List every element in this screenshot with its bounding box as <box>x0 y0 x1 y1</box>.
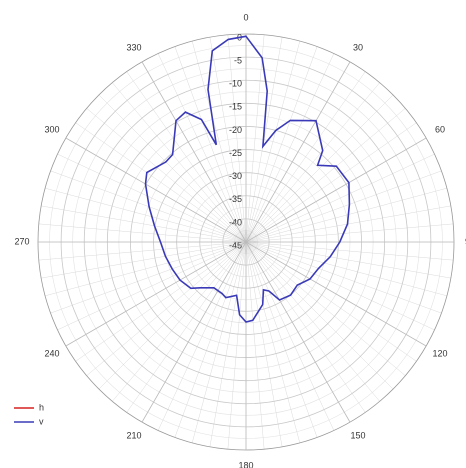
minor-grid-line <box>174 46 247 243</box>
minor-grid-line <box>245 241 442 314</box>
theta-tick-label: 180 <box>238 460 253 468</box>
r-tick-label: -45 <box>229 240 242 250</box>
theta-tick-label: 120 <box>432 348 447 358</box>
r-tick-label: -20 <box>229 125 242 135</box>
theta-tick-label: 240 <box>44 348 59 358</box>
minor-grid-line <box>57 241 247 331</box>
minor-grid-line <box>38 241 247 261</box>
grid-line <box>65 137 247 243</box>
minor-grid-line <box>126 71 247 243</box>
minor-grid-line <box>245 122 417 243</box>
grid-line <box>65 241 247 347</box>
minor-grid-line <box>245 94 394 243</box>
minor-grid-line <box>245 205 451 243</box>
minor-grid-line <box>98 94 247 243</box>
minor-grid-line <box>245 170 442 243</box>
minor-grid-line <box>157 53 247 243</box>
minor-grid-line <box>112 82 247 243</box>
minor-grid-line <box>245 241 451 279</box>
minor-grid-line <box>41 241 247 279</box>
minor-grid-line <box>227 241 247 450</box>
grid-line <box>245 61 351 243</box>
theta-tick-label: 210 <box>126 430 141 440</box>
minor-grid-line <box>41 205 247 243</box>
theta-tick-label: 150 <box>350 430 365 440</box>
minor-grid-line <box>245 53 335 243</box>
grid-line <box>245 241 351 423</box>
minor-grid-line <box>245 82 380 243</box>
theta-tick-label: 0 <box>243 12 248 22</box>
minor-grid-line <box>245 34 265 243</box>
minor-grid-line <box>57 153 247 243</box>
minor-grid-line <box>245 241 454 261</box>
theta-tick-label: 30 <box>353 42 363 52</box>
minor-grid-line <box>45 241 247 297</box>
legend-label: v <box>39 416 44 426</box>
theta-tick-label: 270 <box>14 236 29 246</box>
minor-grid-line <box>45 187 247 243</box>
minor-grid-line <box>245 241 318 438</box>
minor-grid-line <box>245 71 366 243</box>
minor-grid-line <box>245 241 283 447</box>
r-tick-label: -15 <box>229 102 242 112</box>
minor-grid-line <box>245 241 380 402</box>
grid-line <box>245 241 427 347</box>
minor-grid-line <box>245 46 318 243</box>
theta-tick-label: 300 <box>44 124 59 134</box>
minor-grid-line <box>245 241 417 362</box>
minor-grid-line <box>86 108 247 243</box>
minor-grid-line <box>86 241 247 376</box>
minor-grid-line <box>245 241 394 390</box>
minor-grid-line <box>75 241 247 362</box>
grid-line <box>141 241 247 423</box>
grid-line <box>245 137 427 243</box>
minor-grid-line <box>227 34 247 243</box>
minor-grid-line <box>245 241 406 376</box>
minor-grid-line <box>38 223 247 243</box>
minor-grid-line <box>191 241 247 443</box>
series-line <box>144 35 351 323</box>
r-tick-label: -40 <box>229 217 242 227</box>
minor-grid-line <box>245 241 301 443</box>
minor-grid-line <box>191 41 247 243</box>
r-tick-label: -35 <box>229 194 242 204</box>
theta-tick-label: 60 <box>435 124 445 134</box>
minor-grid-line <box>126 241 247 413</box>
minor-grid-line <box>245 108 406 243</box>
minor-grid-line <box>245 241 366 413</box>
minor-grid-line <box>50 241 247 314</box>
minor-grid-line <box>174 241 247 438</box>
minor-grid-line <box>209 37 247 243</box>
r-tick-label: -10 <box>229 79 242 89</box>
grid-line <box>141 61 247 243</box>
minor-grid-line <box>112 241 247 402</box>
minor-grid-line <box>245 187 447 243</box>
minor-grid-line <box>245 241 447 297</box>
r-tick-label: -5 <box>234 55 242 65</box>
minor-grid-line <box>157 241 247 431</box>
legend-label: h <box>39 402 44 412</box>
minor-grid-line <box>209 241 247 447</box>
minor-grid-line <box>245 153 435 243</box>
minor-grid-line <box>245 223 454 243</box>
minor-grid-line <box>245 241 435 331</box>
minor-grid-line <box>245 241 265 450</box>
minor-grid-line <box>245 41 301 243</box>
theta-tick-label: 90 <box>465 236 466 246</box>
minor-grid-line <box>75 122 247 243</box>
r-tick-label: -25 <box>229 148 242 158</box>
minor-grid-line <box>98 241 247 390</box>
minor-grid-line <box>245 241 335 431</box>
r-tick-label: -30 <box>229 171 242 181</box>
theta-tick-label: 330 <box>126 42 141 52</box>
